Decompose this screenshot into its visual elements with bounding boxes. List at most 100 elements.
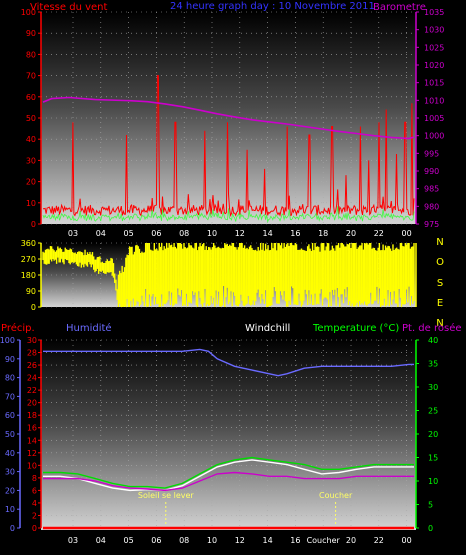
x-tick-label: 22 [374,536,384,545]
temperature-tick-label: 25 [428,407,438,416]
x-tick-label: 16 [290,229,300,238]
chart-title: 24 heure graph day : 10 Novembre 2011 [170,1,375,12]
compass-letter: N [436,318,443,329]
compass-letter: N [436,237,443,248]
baro-tick-label: 985 [424,185,439,194]
temperature-tick-label: 20 [428,430,438,439]
precip-tick-label: 12 [27,449,37,458]
baro-tick-label: 1035 [424,8,444,17]
wind-average-line [42,206,415,223]
baro-tick-label: 995 [424,149,439,158]
x-tick-label: 20 [346,536,356,545]
windchill-label: Windchill [245,323,290,334]
wind-barometer-panel: 0102030405060708090100975980985990995100… [21,1,445,238]
x-tick-label: 04 [96,229,106,238]
wind-tick-label: 100 [21,8,36,17]
x-tick-label: 08 [179,536,189,545]
baro-tick-label: 1000 [424,132,444,141]
x-tick-label: 08 [179,229,189,238]
humidity-tick-label: 100 [0,336,15,345]
barometer-series [42,96,415,140]
baro-tick-label: 1010 [424,96,444,105]
temperature-tick-label: 5 [428,501,433,510]
barometer-line [42,96,415,140]
panel2-axes: 0 90 180 270 360 [21,239,417,312]
precip-tick-label: 30 [27,336,37,345]
wind-tick-label: 0 [31,220,36,229]
annotation-label: Coucher [319,491,353,500]
x-tick-label: 16 [290,536,300,545]
precip-tick-label: 28 [27,349,37,358]
x-tick-label: 00 [402,229,412,238]
x-tick-label: 04 [96,536,106,545]
series-windchill [43,459,414,492]
temperature-tick-label: 0 [428,524,433,533]
x-tick-label: 12 [235,229,245,238]
humidity-tick-label: 60 [5,411,15,420]
precip-tick-label: 4 [32,499,37,508]
x-tick-label: 12 [235,536,245,545]
wind-direction-series [42,243,415,307]
precip-tick-label: 18 [27,411,37,420]
wind-tick-label: 50 [26,114,36,123]
x-tick-label: 05 [124,229,134,238]
humidity-tick-label: 90 [5,355,15,364]
baro-tick-label: 980 [424,202,439,211]
wind-tick-label: 30 [26,156,36,165]
direction-tick-label: 90 [26,287,36,296]
humidity-tick-label: 70 [5,392,15,401]
direction-tick-label: 0 [31,303,36,312]
panel3-axes: 0246810121416182022242628300102030405060… [0,336,438,545]
x-tick-label: 20 [346,229,356,238]
compass-letter: E [437,298,443,309]
direction-tick-label: 270 [21,255,36,264]
x-tick-label: 18 [318,229,328,238]
wind-tick-label: 70 [26,72,36,81]
direction-tick-label: 180 [21,271,36,280]
compass-letter: O [436,257,444,268]
humidity-tick-label: 10 [5,505,15,514]
precip-tick-label: 2 [32,511,37,520]
precip-label: Précip. [1,322,35,334]
temperature-tick-label: 15 [428,454,438,463]
baro-tick-label: 1020 [424,61,444,70]
wind-speed-label: Vitesse du vent [30,2,107,13]
x-tick-label: 03 [68,229,78,238]
panel1-grid [41,11,416,225]
temperature-series [43,348,414,530]
temperature-panel: 0246810121416182022242628300102030405060… [0,322,462,545]
baro-tick-label: 1025 [424,43,444,52]
panel3-background [41,338,416,530]
temperature-label: Temperature (°C) [312,323,399,334]
x-tick-label: 05 [124,536,134,545]
x-tick-label: 10 [207,536,217,545]
x-tick-label: 10 [207,229,217,238]
series-humidit- [43,348,414,377]
temperature-tick-label: 10 [428,477,438,486]
humidity-tick-label: 50 [5,430,15,439]
x-tick-label: 06 [151,536,161,545]
wind-tick-label: 20 [26,178,36,187]
precip-tick-label: 20 [27,399,37,408]
annotation-label: Soleil se lever [138,491,195,500]
temperature-tick-label: 30 [428,383,438,392]
temperature-tick-label: 35 [428,360,438,369]
baro-tick-label: 990 [424,167,439,176]
precip-tick-label: 6 [32,486,37,495]
precip-tick-label: 24 [27,374,37,383]
series-pt-de-ros-e [43,471,414,492]
sun-annotations: Soleil se lever Coucher [138,491,353,524]
precip-tick-label: 14 [27,436,37,445]
x-tick-label: 14 [263,536,273,545]
precip-tick-label: 10 [27,461,37,470]
dewpoint-label: Pt. de rosée [402,322,462,334]
humidity-label: Humidité [66,322,112,334]
baro-tick-label: 1015 [424,79,444,88]
x-tick-label: Coucher [307,536,341,545]
humidity-tick-label: 0 [10,524,15,533]
precip-tick-label: 0 [32,524,37,533]
humidity-tick-label: 30 [5,468,15,477]
temperature-tick-label: 40 [428,336,438,345]
